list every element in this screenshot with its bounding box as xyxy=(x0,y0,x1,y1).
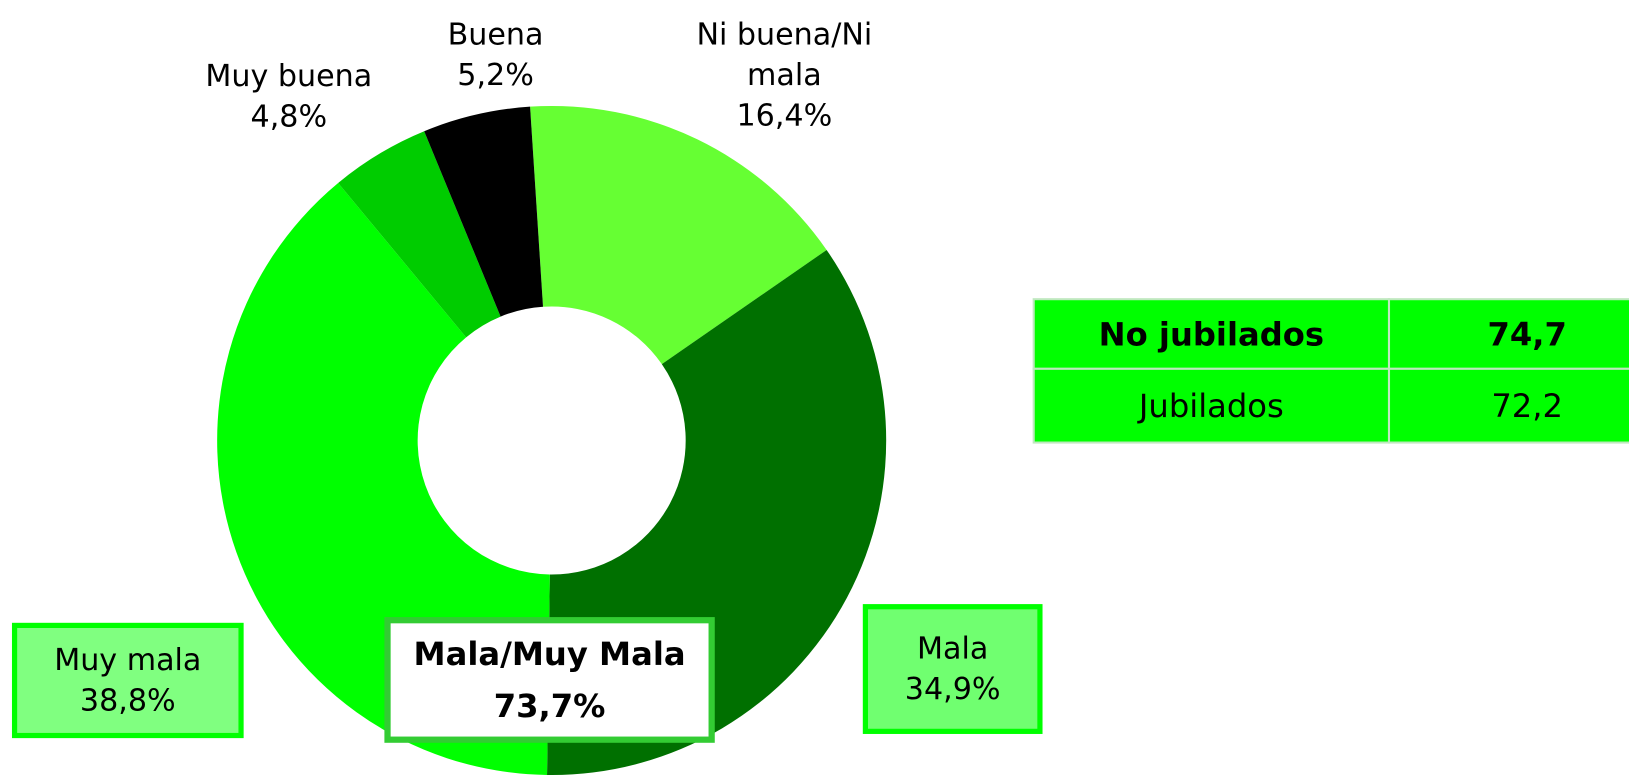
label-line: Muy mala xyxy=(54,642,202,678)
label-line: Mala xyxy=(917,630,989,666)
label-line: 5,2% xyxy=(457,56,534,92)
table-cell xyxy=(1387,298,1629,370)
table-cell-text: 72,2 xyxy=(1491,387,1563,425)
table-cell xyxy=(1032,367,1391,444)
table-cell-text: 74,7 xyxy=(1487,315,1566,353)
donut-slice xyxy=(530,105,827,365)
donut-slice xyxy=(424,106,544,317)
label-line: Muy buena xyxy=(205,57,373,93)
label-text: Muy buena 4,8% xyxy=(175,52,404,140)
label-text: Ni buena/Ni mala 16,4% xyxy=(665,10,904,140)
label: Mala 34,9% xyxy=(865,607,1040,732)
label: Ni buena/Ni mala 16,4% xyxy=(665,10,904,140)
label-line: Mala/Muy Mala xyxy=(413,635,686,673)
label-box xyxy=(862,604,1043,734)
donut-slice xyxy=(338,131,501,338)
label-line: Ni buena/Ni mala xyxy=(696,16,873,93)
table-cell-text: No jubilados xyxy=(1099,315,1324,353)
label-line: 34,9% xyxy=(904,671,1001,707)
label: Buena 5,2% xyxy=(423,10,568,98)
table-cell xyxy=(1387,367,1629,444)
label: Muy mala 38,8% xyxy=(15,625,241,735)
label-text: Muy mala 38,8% xyxy=(15,625,241,735)
label: Mala/Muy Mala 73,7% xyxy=(388,620,712,739)
label-text: Buena 5,2% xyxy=(423,10,568,98)
label-text: Mala 34,9% xyxy=(865,607,1040,732)
label-line: 16,4% xyxy=(736,97,833,133)
label-line: 73,7% xyxy=(493,687,606,725)
label-line: Buena xyxy=(447,16,544,52)
label: Muy buena 4,8% xyxy=(175,52,404,140)
label-line: 38,8% xyxy=(79,682,176,718)
table-cell-text: Jubilados xyxy=(1137,387,1284,425)
label-line: 4,8% xyxy=(250,98,328,134)
label-box xyxy=(11,622,244,739)
label-text: Mala/Muy Mala 73,7% xyxy=(388,620,712,739)
annotation-box xyxy=(384,617,715,743)
